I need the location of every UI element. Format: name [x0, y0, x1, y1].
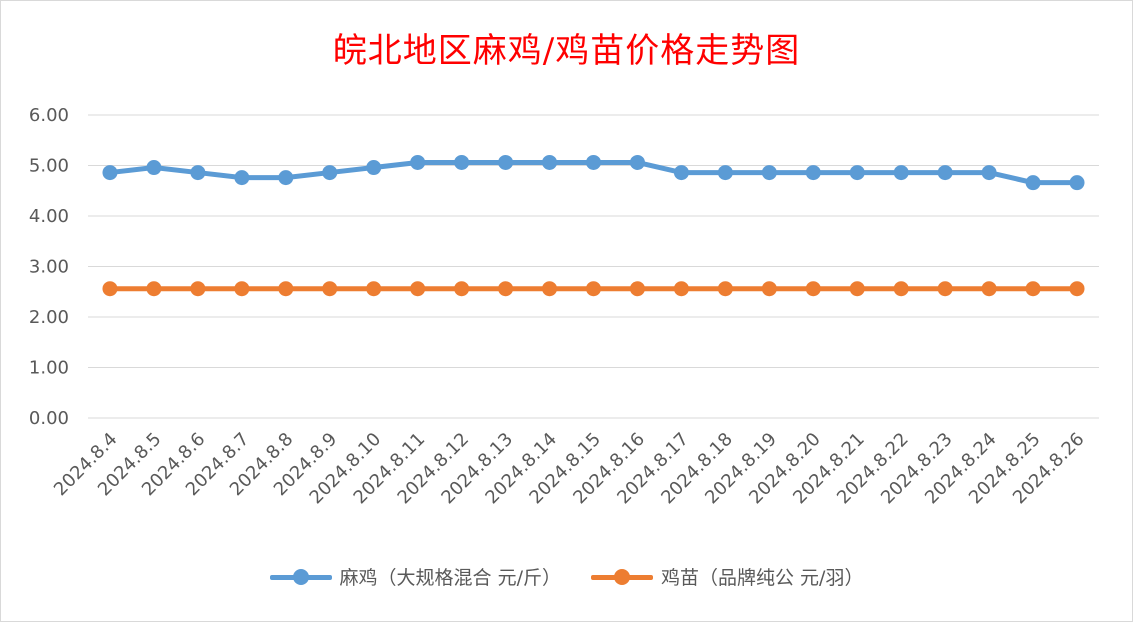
data-point-series-2 [366, 281, 382, 297]
y-axis-ticks: 0.00 1.00 2.00 3.00 4.00 5.00 6.00 [29, 105, 69, 429]
data-point-series-1 [366, 160, 382, 176]
legend-label-series-1: 麻鸡（大规格混合 元/斤） [339, 567, 561, 589]
legend-label-series-2: 鸡苗（品牌纯公 元/羽） [661, 567, 864, 589]
data-point-series-2 [937, 281, 953, 297]
data-point-series-1 [190, 165, 206, 181]
data-point-series-2 [278, 281, 294, 297]
data-point-series-2 [717, 281, 733, 297]
legend-swatch-series-2 [591, 567, 653, 587]
data-point-series-2 [542, 281, 558, 297]
series-group [102, 154, 1085, 297]
data-point-series-2 [586, 281, 601, 297]
x-axis-ticks: 2024.8.42024.8.52024.8.62024.8.72024.8.8… [50, 429, 1089, 509]
data-point-series-2 [234, 281, 250, 297]
data-point-series-1 [893, 165, 909, 181]
y-tick-label: 5.00 [29, 156, 69, 177]
data-point-series-1 [498, 154, 514, 170]
data-point-series-2 [673, 281, 689, 297]
y-tick-label: 4.00 [29, 206, 69, 227]
data-point-series-2 [190, 281, 206, 297]
legend: 麻鸡（大规格混合 元/斤） 鸡苗（品牌纯公 元/羽） [1, 563, 1132, 590]
y-tick-label: 0.00 [29, 408, 69, 429]
data-point-series-2 [146, 281, 162, 297]
data-point-series-2 [761, 281, 777, 297]
data-point-series-1 [1069, 175, 1085, 191]
legend-item-series-1: 麻鸡（大规格混合 元/斤） [269, 563, 561, 590]
data-point-series-1 [454, 154, 470, 170]
data-point-series-1 [234, 170, 250, 186]
data-point-series-2 [410, 281, 426, 297]
data-point-series-2 [1069, 281, 1085, 297]
data-point-series-2 [454, 281, 470, 297]
data-point-series-2 [102, 281, 118, 297]
data-point-series-1 [937, 165, 953, 181]
data-point-series-2 [849, 281, 865, 297]
y-tick-label: 1.00 [29, 358, 69, 379]
plot-area: 0.00 1.00 2.00 3.00 4.00 5.00 6.00 2024.8.4202… [29, 105, 1099, 509]
data-point-series-1 [102, 165, 118, 181]
chart-title: 皖北地区麻鸡/鸡苗价格走势图 [332, 31, 801, 71]
data-point-series-2 [1025, 281, 1041, 297]
y-tick-label: 2.00 [29, 307, 69, 328]
data-point-series-1 [805, 165, 821, 181]
data-point-series-1 [322, 165, 338, 181]
data-point-series-1 [278, 170, 294, 186]
legend-item-series-2: 鸡苗（品牌纯公 元/羽） [591, 563, 863, 590]
data-point-series-1 [717, 165, 733, 181]
data-point-series-1 [761, 165, 777, 181]
data-point-series-1 [1025, 175, 1041, 191]
data-point-series-1 [586, 154, 601, 170]
data-point-series-2 [981, 281, 997, 297]
y-tick-label: 3.00 [29, 257, 69, 278]
data-point-series-2 [893, 281, 909, 297]
legend-swatch-series-1 [269, 567, 332, 587]
data-point-series-2 [629, 281, 645, 297]
data-point-series-1 [981, 165, 997, 181]
data-point-series-1 [629, 154, 645, 170]
data-point-series-2 [498, 281, 514, 297]
data-point-series-2 [322, 281, 338, 297]
data-point-series-1 [542, 154, 558, 170]
data-point-series-1 [146, 160, 162, 176]
data-point-series-1 [849, 165, 865, 181]
y-tick-label: 6.00 [29, 105, 69, 126]
data-point-series-1 [410, 154, 426, 170]
data-point-series-2 [805, 281, 821, 297]
data-point-series-1 [673, 165, 689, 181]
